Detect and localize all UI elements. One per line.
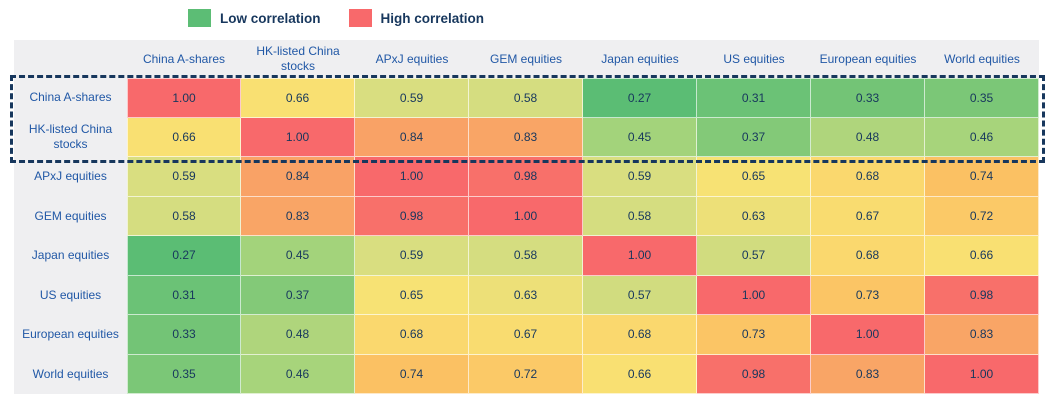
matrix-cell: 1.00	[355, 157, 469, 197]
correlation-matrix: China A-shares HK-listed China stocks APxJ…	[14, 40, 1039, 394]
matrix-cell: 0.98	[697, 354, 811, 394]
matrix-cell: 0.66	[127, 117, 241, 157]
matrix-cell: 0.33	[811, 78, 925, 118]
matrix-cell: 0.84	[355, 117, 469, 157]
low-correlation-swatch-icon	[188, 9, 211, 27]
matrix-cell: 0.46	[925, 117, 1039, 157]
row-header: GEM equities	[14, 196, 127, 236]
matrix-cell: 1.00	[469, 196, 583, 236]
matrix-cell: 0.59	[355, 78, 469, 118]
matrix-cell: 0.57	[583, 275, 697, 315]
matrix-cell: 0.72	[469, 354, 583, 394]
matrix-cell: 0.83	[925, 315, 1039, 355]
matrix-cell: 0.45	[241, 236, 355, 276]
row-header: China A-shares	[14, 78, 127, 118]
row-header: HK-listed China stocks	[14, 117, 127, 157]
matrix-cell: 0.48	[241, 315, 355, 355]
matrix-cell: 1.00	[127, 78, 241, 118]
matrix-cell: 0.65	[697, 157, 811, 197]
column-header: HK-listed China stocks	[241, 40, 355, 78]
legend-item-high-correlation: High correlation	[348, 9, 485, 27]
matrix-cell: 0.59	[583, 157, 697, 197]
matrix-cell: 1.00	[241, 117, 355, 157]
matrix-cell: 1.00	[697, 275, 811, 315]
row-header: US equities	[14, 275, 127, 315]
matrix-cell: 0.83	[469, 117, 583, 157]
matrix-cell: 0.68	[583, 315, 697, 355]
matrix-cell: 0.66	[241, 78, 355, 118]
matrix-cell: 0.63	[469, 275, 583, 315]
matrix-cell: 0.73	[811, 275, 925, 315]
high-correlation-swatch-icon	[348, 9, 372, 27]
matrix-cell: 0.68	[355, 315, 469, 355]
matrix-cell: 0.46	[241, 354, 355, 394]
matrix-cell: 0.58	[583, 196, 697, 236]
matrix-cell: 0.59	[355, 236, 469, 276]
matrix-cell: 0.63	[697, 196, 811, 236]
matrix-cell: 0.59	[127, 157, 241, 197]
matrix-cell: 0.33	[127, 315, 241, 355]
matrix-cell: 0.58	[469, 78, 583, 118]
matrix-cell: 0.68	[811, 157, 925, 197]
matrix-cell: 0.45	[583, 117, 697, 157]
column-header: APxJ equities	[355, 40, 469, 78]
matrix-cell: 0.72	[925, 196, 1039, 236]
matrix-cell: 0.37	[697, 117, 811, 157]
matrix-cell: 0.83	[241, 196, 355, 236]
row-header: European equities	[14, 315, 127, 355]
row-header: World equities	[14, 354, 127, 394]
legend: Low correlation High correlation	[188, 9, 484, 27]
matrix-cell: 0.84	[241, 157, 355, 197]
matrix-cell: 1.00	[583, 236, 697, 276]
matrix-cell: 0.66	[583, 354, 697, 394]
row-header: Japan equities	[14, 236, 127, 276]
matrix-corner-cell	[14, 40, 127, 78]
matrix-cell: 0.35	[127, 354, 241, 394]
matrix-cell: 0.74	[355, 354, 469, 394]
column-header: GEM equities	[469, 40, 583, 78]
column-header: US equities	[697, 40, 811, 78]
matrix-cell: 0.67	[469, 315, 583, 355]
matrix-cell: 0.37	[241, 275, 355, 315]
legend-item-low-correlation: Low correlation	[188, 9, 321, 27]
matrix-cell: 1.00	[811, 315, 925, 355]
matrix-cell: 1.00	[925, 354, 1039, 394]
matrix-cell: 0.35	[925, 78, 1039, 118]
matrix-cell: 0.31	[127, 275, 241, 315]
matrix-cell: 0.83	[811, 354, 925, 394]
matrix-cell: 0.58	[127, 196, 241, 236]
column-header: European equities	[811, 40, 925, 78]
matrix-cell: 0.67	[811, 196, 925, 236]
matrix-cell: 0.27	[127, 236, 241, 276]
matrix-cell: 0.65	[355, 275, 469, 315]
legend-label-low: Low correlation	[220, 10, 321, 26]
matrix-cell: 0.31	[697, 78, 811, 118]
column-header: World equities	[925, 40, 1039, 78]
matrix-cell: 0.98	[469, 157, 583, 197]
matrix-cell: 0.58	[469, 236, 583, 276]
correlation-table-wrap: China A-shares HK-listed China stocks APxJ…	[10, 40, 1045, 394]
matrix-cell: 0.98	[355, 196, 469, 236]
matrix-cell: 0.27	[583, 78, 697, 118]
column-header: China A-shares	[127, 40, 241, 78]
legend-label-high: High correlation	[380, 10, 485, 26]
row-header: APxJ equities	[14, 157, 127, 197]
matrix-cell: 0.68	[811, 236, 925, 276]
column-header: Japan equities	[583, 40, 697, 78]
matrix-cell: 0.98	[925, 275, 1039, 315]
matrix-cell: 0.57	[697, 236, 811, 276]
matrix-cell: 0.66	[925, 236, 1039, 276]
matrix-cell: 0.74	[925, 157, 1039, 197]
matrix-cell: 0.48	[811, 117, 925, 157]
matrix-cell: 0.73	[697, 315, 811, 355]
